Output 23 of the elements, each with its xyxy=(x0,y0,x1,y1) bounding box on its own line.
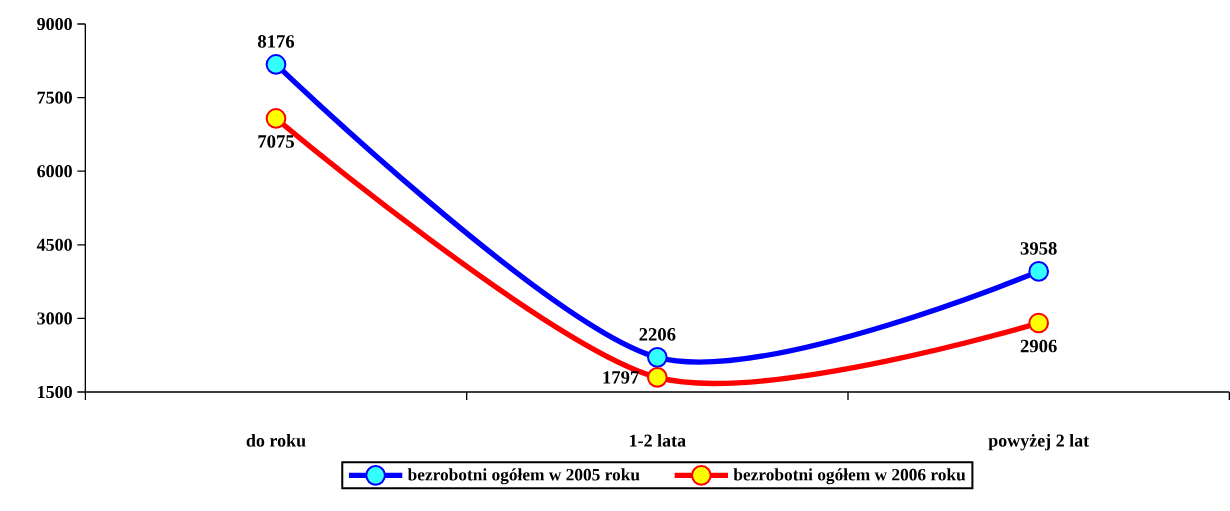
point xyxy=(1028,261,1050,282)
point xyxy=(647,347,668,368)
x-tick-label: 1-2 lata xyxy=(630,434,686,447)
x-tick-label: powyżej 2 lat xyxy=(988,434,1090,451)
point xyxy=(647,367,668,388)
y-tick-label: 7500 xyxy=(37,91,72,104)
data-label: 3958 xyxy=(1020,242,1057,255)
data-label: 1797 xyxy=(603,371,639,384)
x-tick-label: do roku xyxy=(246,434,306,447)
point xyxy=(265,108,287,129)
y-tick-label: 9000 xyxy=(37,17,72,31)
y-tick-label: 4500 xyxy=(36,238,72,251)
data-label: 7075 xyxy=(258,135,294,148)
point xyxy=(1028,312,1050,334)
data-label: 2206 xyxy=(639,328,676,341)
point xyxy=(265,54,287,75)
y-tick-label: 6000 xyxy=(37,165,72,178)
data-label: 8176 xyxy=(257,35,295,48)
legend-label: bezrobotni ogółem w 2005 roku xyxy=(407,468,640,485)
y-tick-label: 1500 xyxy=(38,385,72,399)
data-label: 2906 xyxy=(1020,339,1057,353)
legend-label: bezrobotni ogółem w 2006 roku xyxy=(733,468,966,485)
y-tick-label: 3000 xyxy=(37,312,72,325)
